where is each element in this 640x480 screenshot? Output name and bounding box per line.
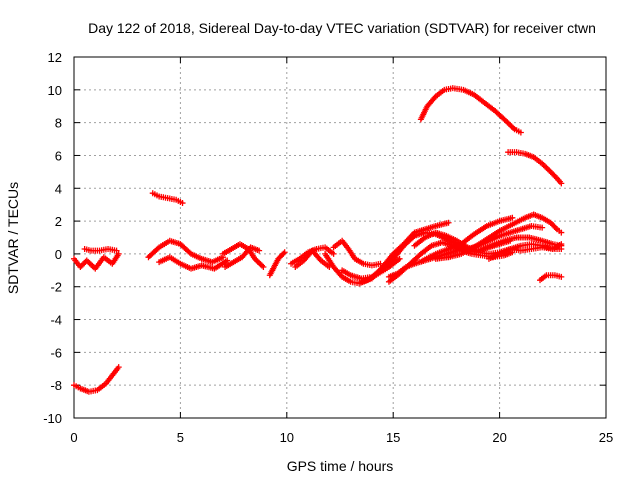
x-tick-label: 20 bbox=[492, 430, 506, 445]
data-point bbox=[260, 264, 267, 271]
data-point bbox=[396, 255, 403, 262]
x-tick-label: 25 bbox=[599, 430, 613, 445]
series-arc-2 bbox=[81, 245, 120, 254]
data-point bbox=[115, 250, 122, 257]
plot-frame bbox=[73, 56, 607, 419]
series-arc-15 bbox=[358, 219, 452, 285]
series-arc-24 bbox=[505, 149, 565, 187]
series-arc-8 bbox=[222, 244, 263, 271]
x-tick-label: 15 bbox=[386, 430, 400, 445]
x-tick-label: 5 bbox=[177, 430, 184, 445]
series-arc-9 bbox=[266, 249, 288, 279]
y-tick-label: 10 bbox=[48, 83, 62, 98]
series-arc-5 bbox=[145, 237, 226, 266]
grid-lines bbox=[74, 57, 606, 418]
x-axis: 0 5 10 15 20 25 bbox=[70, 57, 613, 445]
series-arc-6 bbox=[156, 254, 231, 272]
data-point bbox=[179, 200, 186, 207]
y-tick-label: -4 bbox=[50, 313, 62, 328]
y-tick-label: -2 bbox=[50, 280, 62, 295]
y-tick-label: -6 bbox=[50, 345, 62, 360]
data-marker bbox=[154, 245, 161, 252]
series-arc-19 bbox=[419, 214, 516, 264]
series-arc-10 bbox=[288, 244, 337, 267]
series-arc-1 bbox=[71, 250, 122, 272]
x-tick-label: 0 bbox=[70, 430, 77, 445]
series-arc-3 bbox=[71, 364, 122, 395]
data-point bbox=[113, 247, 120, 254]
y-tick-label: 4 bbox=[55, 181, 62, 196]
data-marker bbox=[186, 249, 193, 256]
series-arc-23 bbox=[417, 85, 524, 136]
y-axis: -10 -8 -6 -4 -2 0 2 4 6 8 10 12 bbox=[43, 50, 606, 426]
chart-title: Day 122 of 2018, Sidereal Day-to-day VTE… bbox=[88, 20, 596, 36]
data-point bbox=[558, 229, 565, 236]
series-arc-25 bbox=[537, 272, 565, 284]
data-point bbox=[558, 241, 565, 248]
y-tick-label: 8 bbox=[55, 116, 62, 131]
data-point bbox=[539, 224, 546, 231]
data-marker bbox=[399, 242, 406, 249]
data-point bbox=[517, 129, 524, 136]
y-tick-label: -8 bbox=[50, 378, 62, 393]
data-points bbox=[71, 85, 565, 395]
series-arc-4 bbox=[149, 190, 186, 207]
data-point bbox=[330, 250, 337, 257]
data-point bbox=[509, 214, 516, 221]
y-tick-label: 0 bbox=[55, 247, 62, 262]
data-point bbox=[445, 219, 452, 226]
series-arc-11 bbox=[292, 247, 333, 271]
y-tick-label: 2 bbox=[55, 214, 62, 229]
data-point bbox=[558, 180, 565, 187]
series-arc-22 bbox=[485, 241, 565, 262]
y-tick-label: 12 bbox=[48, 50, 62, 65]
data-marker bbox=[280, 250, 287, 257]
data-point bbox=[256, 247, 263, 254]
data-marker bbox=[552, 224, 559, 231]
x-axis-label: GPS time / hours bbox=[287, 458, 394, 474]
data-point bbox=[224, 257, 231, 264]
series-arc-20 bbox=[432, 211, 565, 262]
x-tick-label: 10 bbox=[280, 430, 294, 445]
y-axis-label: SDTVAR / TECUs bbox=[5, 182, 21, 294]
data-point bbox=[281, 249, 288, 256]
series-arc-13 bbox=[330, 237, 384, 269]
y-tick-label: -10 bbox=[43, 411, 62, 426]
data-point bbox=[558, 273, 565, 280]
data-marker bbox=[552, 174, 559, 181]
y-tick-label: 6 bbox=[55, 148, 62, 163]
data-point bbox=[115, 364, 122, 371]
